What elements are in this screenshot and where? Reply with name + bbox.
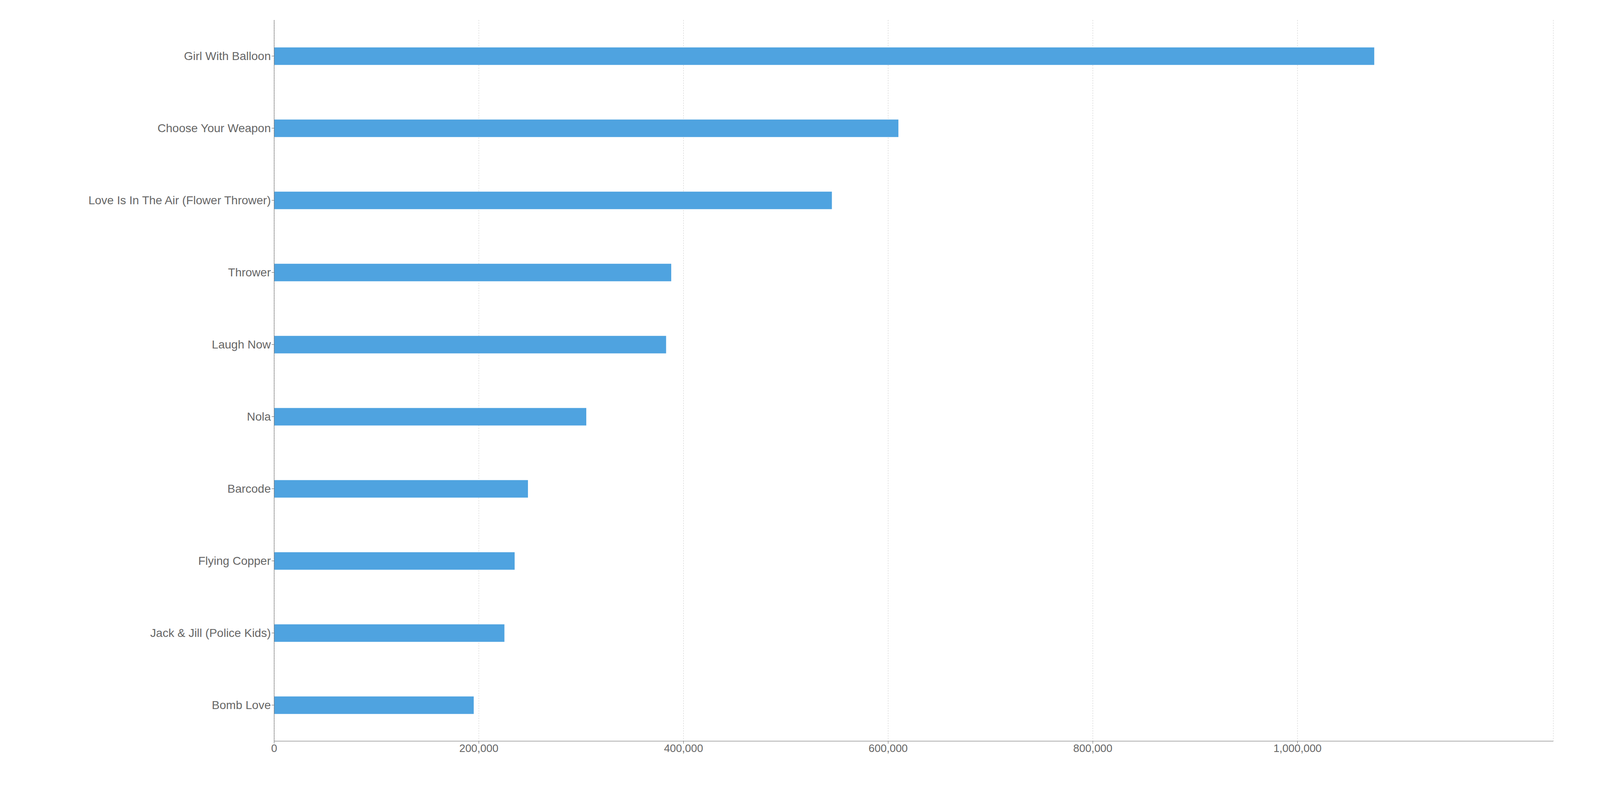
svg-text:400,000: 400,000 <box>663 741 703 755</box>
svg-text:600,000: 600,000 <box>868 741 908 755</box>
svg-text:200,000: 200,000 <box>459 741 499 755</box>
svg-text:Bomb Love: Bomb Love <box>211 698 271 712</box>
svg-text:0: 0 <box>271 741 278 755</box>
svg-text:Jack & Jill (Police Kids): Jack & Jill (Police Kids) <box>150 626 271 640</box>
svg-text:Nola: Nola <box>246 410 271 423</box>
svg-text:Barcode: Barcode <box>227 482 271 495</box>
svg-text:Laugh Now: Laugh Now <box>211 337 271 351</box>
svg-text:800,000: 800,000 <box>1073 741 1113 755</box>
svg-text:Flying Copper: Flying Copper <box>198 554 271 568</box>
svg-text:1,000,000: 1,000,000 <box>1273 741 1322 755</box>
svg-text:Girl With Balloon: Girl With Balloon <box>183 49 271 63</box>
svg-text:Thrower: Thrower <box>227 265 271 279</box>
svg-text:Love Is In The Air (Flower Thr: Love Is In The Air (Flower Thrower) <box>88 193 271 207</box>
svg-text:Choose Your Weapon: Choose Your Weapon <box>157 121 271 135</box>
